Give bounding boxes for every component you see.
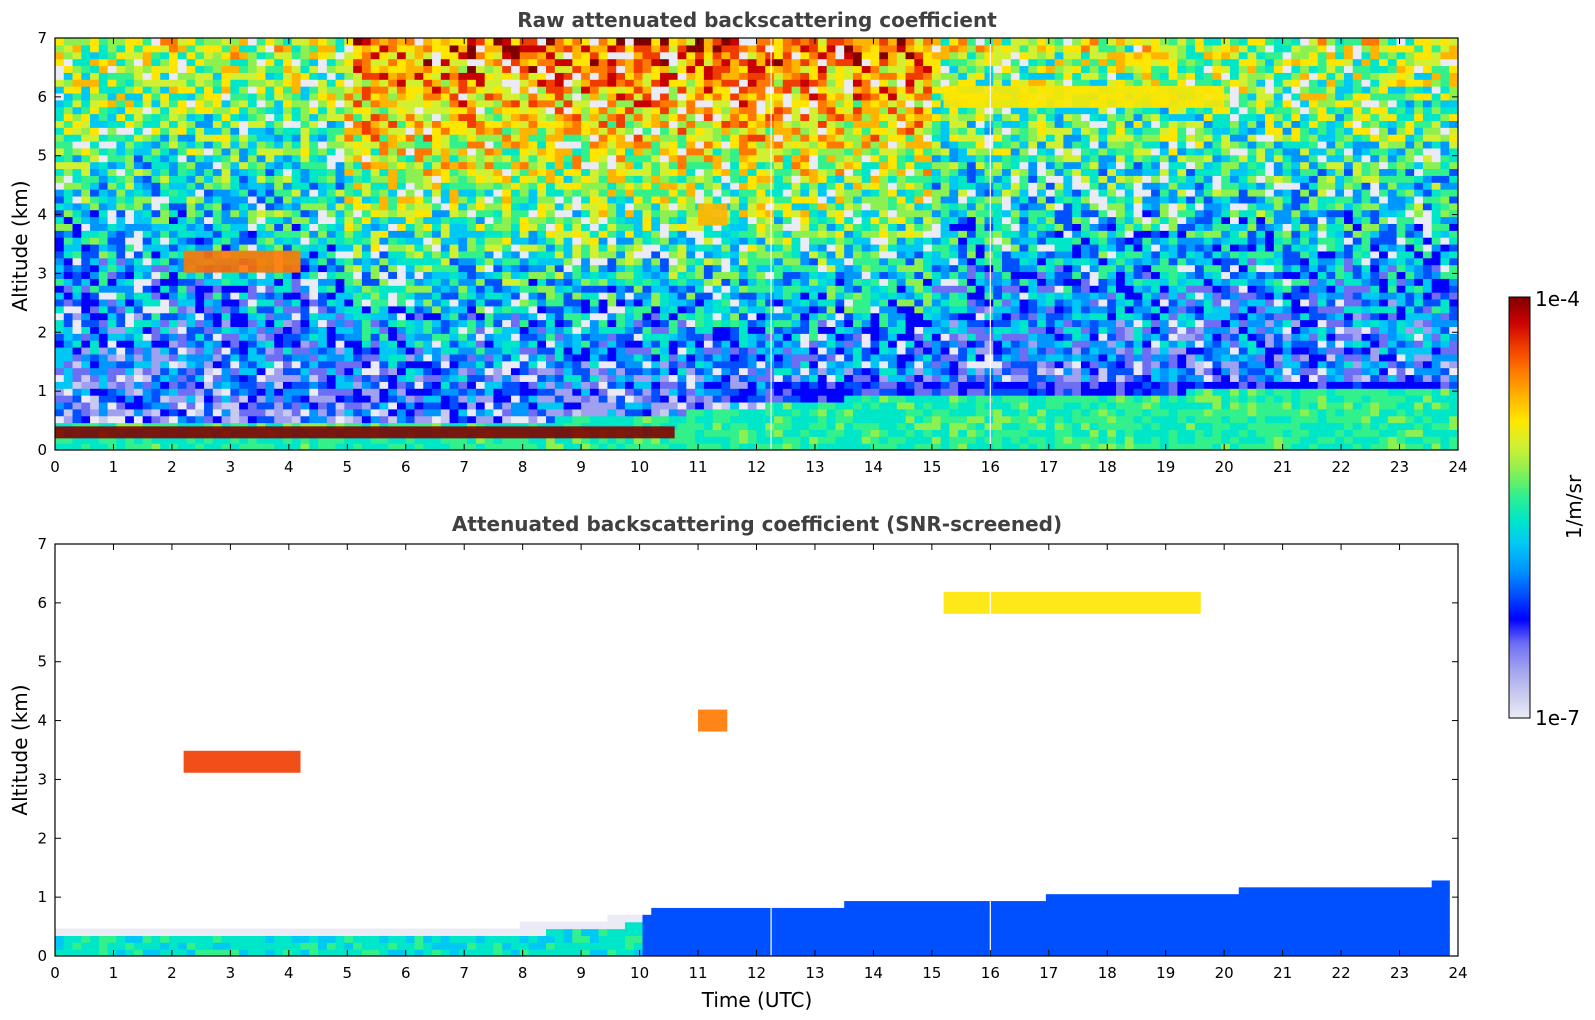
- panel-screened-y-axis-label: Altitude (km): [8, 684, 32, 815]
- x-tick-label: 4: [284, 458, 294, 476]
- x-tick-label: 11: [688, 458, 707, 476]
- x-axis-label: Time (UTC): [701, 988, 813, 1012]
- feature-1: [183, 250, 301, 273]
- y-tick-label: 4: [37, 206, 47, 224]
- panel-screened: Attenuated backscattering coefficient (S…: [8, 512, 1468, 1012]
- panel-raw-plot-area: [55, 38, 1458, 450]
- panel-screened-title: Attenuated backscattering coefficient (S…: [452, 512, 1062, 536]
- x-tick-label: 21: [1273, 964, 1292, 982]
- colorbar-unit-label: 1/m/sr: [1562, 474, 1586, 539]
- y-tick-label: 7: [37, 29, 47, 47]
- x-tick-label: 7: [459, 964, 469, 982]
- x-tick-label: 4: [284, 964, 294, 982]
- panel-raw: Raw attenuated backscattering coefficien…: [8, 8, 1468, 476]
- x-tick-label: 18: [1098, 964, 1117, 982]
- y-tick-label: 5: [37, 653, 47, 671]
- x-tick-label: 16: [981, 458, 1000, 476]
- x-tick-label: 17: [1039, 458, 1058, 476]
- colorbar-min-label: 1e-7: [1535, 706, 1580, 730]
- x-tick-label: 1: [109, 458, 119, 476]
- x-tick-label: 22: [1332, 458, 1351, 476]
- x-tick-label: 7: [459, 458, 469, 476]
- x-tick-label: 3: [226, 458, 236, 476]
- x-tick-label: 19: [1156, 458, 1175, 476]
- x-tick-label: 23: [1390, 458, 1409, 476]
- x-tick-label: 8: [518, 458, 528, 476]
- x-tick-label: 9: [576, 458, 586, 476]
- panel-screened-plot-area: [55, 544, 1450, 956]
- x-tick-label: 12: [747, 458, 766, 476]
- x-tick-label: 13: [805, 964, 824, 982]
- y-tick-label: 1: [37, 382, 47, 400]
- y-tick-label: 4: [37, 712, 47, 730]
- y-tick-label: 0: [37, 947, 47, 965]
- x-tick-label: 0: [50, 458, 60, 476]
- y-tick-label: 6: [37, 594, 47, 612]
- x-tick-label: 5: [343, 964, 353, 982]
- feature-1: [183, 750, 301, 773]
- x-tick-label: 13: [805, 458, 824, 476]
- x-tick-label: 12: [747, 964, 766, 982]
- y-tick-label: 5: [37, 147, 47, 165]
- x-tick-label: 10: [630, 964, 649, 982]
- x-tick-label: 0: [50, 964, 60, 982]
- x-tick-label: 14: [864, 458, 883, 476]
- x-tick-label: 23: [1390, 964, 1409, 982]
- x-tick-label: 15: [922, 458, 941, 476]
- x-tick-label: 20: [1215, 458, 1234, 476]
- x-tick-label: 16: [981, 964, 1000, 982]
- panel-screened-y-ticks: 0 1 2 3 4 5 6 7: [37, 535, 1458, 965]
- x-tick-label: 19: [1156, 964, 1175, 982]
- x-tick-label: 6: [401, 458, 411, 476]
- x-tick-label: 5: [343, 458, 353, 476]
- x-tick-label: 21: [1273, 458, 1292, 476]
- y-tick-label: 3: [37, 264, 47, 282]
- feature-0: [55, 426, 675, 439]
- colorbar: 1e-4 1e-7 1/m/sr: [1508, 287, 1586, 730]
- y-tick-label: 2: [37, 323, 47, 341]
- x-tick-label: 2: [167, 964, 177, 982]
- x-tick-label: 2: [167, 458, 177, 476]
- x-tick-label: 24: [1448, 458, 1467, 476]
- panel-raw-title: Raw attenuated backscattering coefficien…: [517, 8, 997, 32]
- colorbar-max-label: 1e-4: [1535, 287, 1580, 311]
- x-tick-label: 24: [1448, 964, 1467, 982]
- x-tick-label: 9: [576, 964, 586, 982]
- panel-raw-y-axis-label: Altitude (km): [8, 180, 32, 311]
- y-tick-label: 1: [37, 888, 47, 906]
- x-tick-label: 18: [1098, 458, 1117, 476]
- x-tick-label: 14: [864, 964, 883, 982]
- y-tick-label: 2: [37, 829, 47, 847]
- x-tick-label: 22: [1332, 964, 1351, 982]
- colorbar-bar: [1508, 296, 1531, 719]
- x-tick-label: 15: [922, 964, 941, 982]
- x-tick-label: 3: [226, 964, 236, 982]
- y-tick-label: 3: [37, 770, 47, 788]
- panel-raw-x-ticks: 0 1 2 3 4 5 6 7 8 9 10 11 12 13 14 15 16 17 18 19 20 21 22 23 24: [50, 38, 1468, 476]
- x-tick-label: 10: [630, 458, 649, 476]
- feature-3: [943, 85, 1225, 108]
- x-tick-label: 6: [401, 964, 411, 982]
- x-tick-label: 8: [518, 964, 528, 982]
- y-tick-label: 7: [37, 535, 47, 553]
- y-tick-label: 0: [37, 441, 47, 459]
- x-tick-label: 1: [109, 964, 119, 982]
- panel-raw-y-ticks: 0 1 2 3 4 5 6 7: [37, 29, 1458, 459]
- feature-2: [698, 709, 728, 732]
- feature-3: [943, 591, 1201, 614]
- panel-screened-x-ticks: 0 1 2 3 4 5 6 7 8 9 10 11 12 13 14 15 16 17 18 19 20 21 22 23 24: [50, 544, 1468, 982]
- x-tick-label: 17: [1039, 964, 1058, 982]
- x-tick-label: 20: [1215, 964, 1234, 982]
- x-tick-label: 11: [688, 964, 707, 982]
- feature-2: [698, 203, 728, 226]
- y-tick-label: 6: [37, 88, 47, 106]
